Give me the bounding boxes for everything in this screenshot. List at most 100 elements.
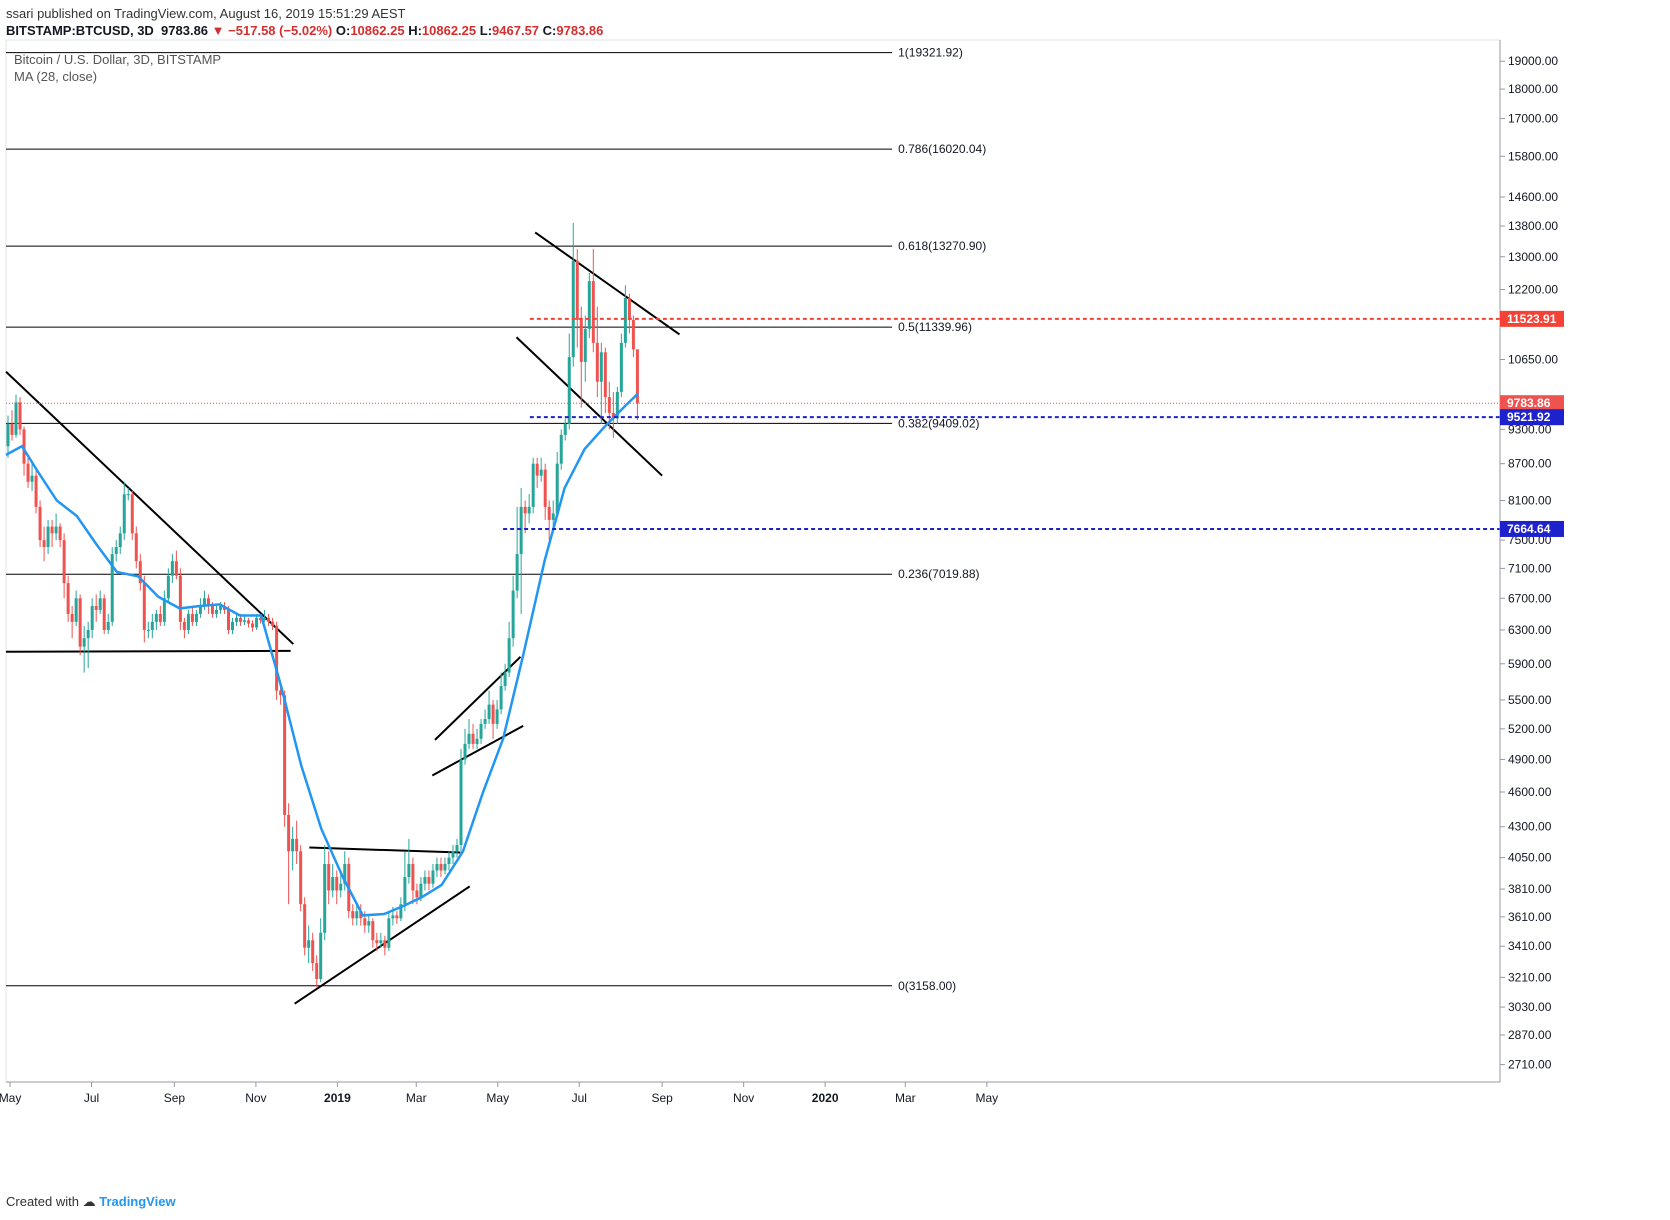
low-label: L: (479, 23, 493, 38)
candle-body (114, 547, 118, 555)
price-marker-lines (6, 317, 1500, 530)
candle-body (371, 921, 375, 941)
indicator-legend[interactable]: MA (28, close) (14, 69, 98, 84)
candle-body (567, 357, 571, 424)
candle (122, 481, 126, 541)
candle (367, 915, 371, 933)
moving-average-series (5, 392, 639, 917)
candle-body (407, 864, 411, 878)
y-tick-label: 6300.00 (1508, 623, 1552, 637)
candle (303, 897, 307, 956)
time-axis[interactable]: May Jul Sep Nov 2019 Mar May Jul Sep Nov 2020 Mar Ma… (0, 1081, 1500, 1105)
trendline[interactable] (534, 231, 681, 336)
y-tick-label: 2870.00 (1508, 1028, 1552, 1042)
candle-body (14, 402, 18, 435)
candle-body (130, 494, 134, 534)
candle-body (271, 621, 275, 626)
candle (407, 838, 411, 884)
candle (315, 955, 319, 988)
candle (178, 568, 182, 630)
candle-body (122, 494, 126, 534)
candle-body (239, 617, 243, 622)
candle-body (343, 864, 347, 884)
fib-level-label: 0.236(7019.88) (898, 567, 979, 581)
y-tick-label: 19000.00 (1508, 54, 1558, 68)
candle-body (170, 561, 174, 576)
trendlines[interactable] (5, 231, 681, 1005)
candle (631, 315, 635, 358)
candle (343, 851, 347, 891)
candle-body (603, 352, 607, 398)
fib-level-label: 1(19321.92) (898, 46, 963, 60)
candle (243, 615, 247, 626)
trendline[interactable] (431, 724, 524, 777)
candle (150, 613, 154, 639)
candle (411, 857, 415, 905)
candle-body (70, 613, 74, 622)
tradingview-logo-icon: ☁ (82, 1194, 96, 1209)
candle-body (423, 877, 427, 884)
trendline[interactable] (5, 371, 294, 645)
candle (435, 857, 439, 878)
x-tick-label: May (976, 1091, 999, 1105)
candle-body (551, 513, 555, 520)
publisher-name[interactable]: ssari (6, 6, 34, 21)
trendline[interactable] (309, 846, 461, 854)
candle-body (142, 583, 146, 630)
candle-body (627, 298, 631, 320)
candle-body (90, 606, 94, 630)
candle (527, 494, 531, 524)
y-tick-label: 9300.00 (1508, 422, 1552, 436)
candle-body (495, 709, 499, 724)
candle (287, 803, 291, 905)
candle (351, 904, 355, 926)
trendline[interactable] (434, 656, 522, 741)
candle-body (198, 606, 202, 614)
candle (379, 932, 383, 948)
candle (271, 617, 275, 630)
candle-body (186, 613, 190, 630)
candle-body (287, 814, 291, 852)
trendline[interactable] (294, 885, 471, 1005)
candle-body (395, 915, 399, 919)
tradingview-brand[interactable]: TradingView (99, 1194, 176, 1209)
candle (90, 598, 94, 639)
candle-body (459, 759, 463, 846)
candle-body (94, 606, 98, 610)
open-label: O: (335, 23, 351, 38)
y-tick-label: 12200.00 (1508, 282, 1558, 296)
candle (78, 594, 82, 656)
candle-body (194, 613, 198, 622)
candle (291, 826, 295, 871)
candle-body (607, 397, 611, 413)
candle-body (30, 475, 34, 482)
candle (14, 394, 18, 438)
candle-body (295, 838, 299, 852)
candle-body (415, 890, 419, 898)
trendline[interactable] (5, 649, 291, 653)
trendline[interactable] (515, 336, 663, 477)
candle (74, 590, 78, 626)
y-tick-label: 3030.00 (1508, 1000, 1552, 1014)
candle-body (595, 342, 599, 382)
y-tick-label: 18000.00 (1508, 82, 1558, 96)
candle-body (463, 743, 467, 760)
price-badge-bg (1500, 520, 1564, 537)
candle (130, 491, 134, 541)
footer-credit: Created with ☁ TradingView (6, 1194, 176, 1210)
candle-body (158, 613, 162, 622)
x-tick-label: May (0, 1091, 21, 1105)
price-badge-bg (1500, 310, 1564, 327)
candle (627, 293, 631, 334)
y-tick-label: 5200.00 (1508, 722, 1552, 736)
candle (555, 451, 559, 517)
candle-body (154, 613, 158, 622)
candle-body (483, 719, 487, 724)
candle (499, 672, 503, 715)
candle-body (375, 940, 379, 944)
candle (395, 911, 399, 925)
candle (535, 457, 539, 488)
price-axis[interactable]: 19000.00 18000.00 17000.00 15800.00 14600.00… (1499, 40, 1558, 1082)
candle (311, 932, 315, 971)
